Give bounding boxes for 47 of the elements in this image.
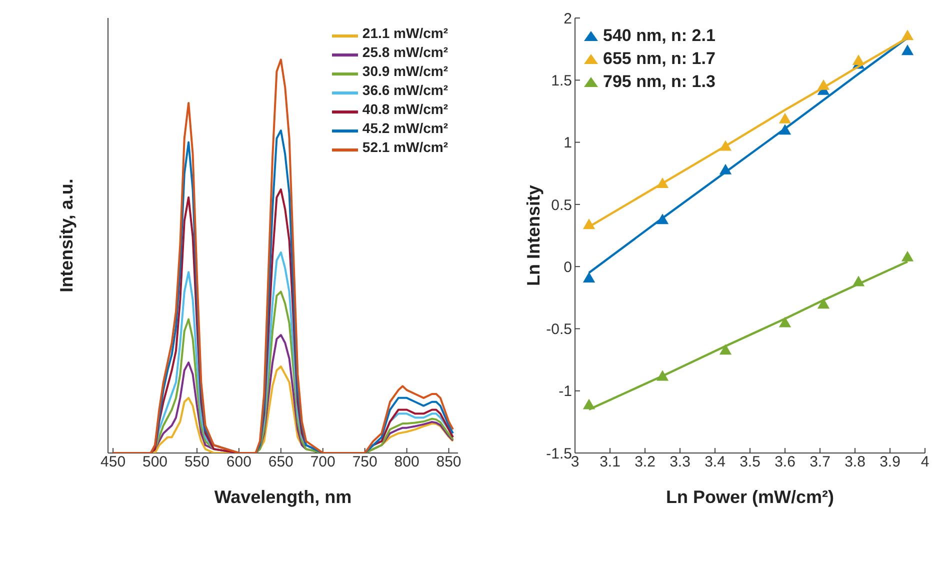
y-tick-label: 2 (564, 10, 572, 28)
y-tick-label: 1 (564, 134, 572, 152)
x-tick-label: 3.5 (740, 454, 760, 471)
x-tick-label: 750 (352, 454, 378, 471)
point (778, 112, 792, 124)
legend-label: 36.6 mW/cm² (362, 81, 448, 100)
legend-label: 540 nm, n: 2.1 (603, 25, 716, 47)
point (582, 272, 596, 283)
legend-label: 21.1 mW/cm² (362, 24, 448, 43)
x-tick-label: 3.6 (774, 454, 796, 471)
point (901, 44, 914, 56)
legend-label: 795 nm, n: 1.3 (603, 71, 716, 93)
x-tick-label: 550 (184, 454, 210, 471)
y-tick-label: 0 (564, 258, 572, 276)
y-tick-label: 0.5 (551, 196, 572, 214)
x-tick-label: 3.7 (810, 454, 830, 471)
y-axis-title: Intensity, a.u. (56, 178, 76, 292)
x-tick-label: 700 (310, 454, 336, 471)
x-tick-label: 850 (436, 454, 462, 471)
x-tick-label: 4 (920, 454, 930, 471)
legend-label: 40.8 mW/cm² (362, 100, 448, 119)
legend-label: 655 nm, n: 1.7 (603, 48, 716, 70)
y-tick-label: -0.5 (546, 321, 572, 338)
x-tick-label: 3.9 (880, 454, 900, 471)
x-tick-label: 800 (394, 454, 420, 471)
y-tick-label: 1.5 (551, 72, 572, 90)
x-tick-label: 450 (100, 454, 126, 471)
legend-label: 52.1 mW/cm² (362, 138, 448, 157)
y-axis-title: Ln Intensity (523, 184, 544, 286)
x-tick-label: 600 (226, 454, 252, 471)
x-tick-label: 3.2 (634, 454, 656, 471)
x-tick-label: 3.8 (844, 454, 866, 471)
x-axis-title: Ln Power (mW/cm²) (666, 487, 834, 507)
y-tick-label: -1 (558, 383, 572, 400)
x-tick-label: 650 (268, 454, 294, 471)
point (778, 316, 792, 328)
legend-label: 25.8 mW/cm² (362, 43, 448, 62)
y-tick-label: -1.5 (546, 445, 572, 462)
x-tick-label: 3.3 (670, 454, 690, 471)
x-tick-label: 3 (570, 454, 580, 471)
point (901, 250, 914, 262)
x-tick-label: 3.1 (600, 454, 620, 471)
x-axis-title: Wavelength, nm (214, 487, 352, 507)
legend-label: 30.9 mW/cm² (362, 62, 448, 81)
legend-label: 45.2 mW/cm² (362, 119, 448, 138)
x-tick-label: 3.4 (704, 454, 726, 471)
x-tick-label: 500 (142, 454, 168, 471)
